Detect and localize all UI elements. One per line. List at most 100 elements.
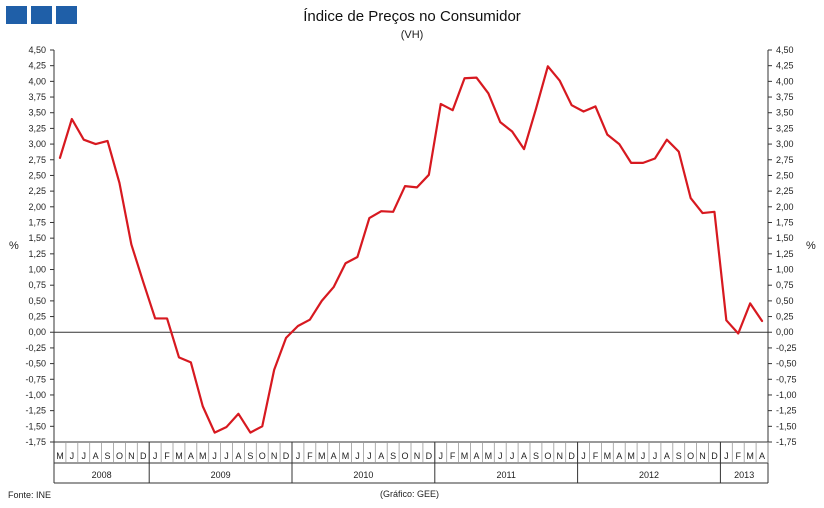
y-tick-label-left: 3,50	[28, 108, 46, 118]
y-tick-label-left: 2,00	[28, 202, 46, 212]
month-label: F	[450, 451, 456, 461]
y-tick-label-right: 3,75	[776, 92, 794, 102]
y-tick-label-right: -0,50	[776, 359, 797, 369]
y-tick-label-left: 2,75	[28, 155, 46, 165]
month-label: A	[521, 451, 527, 461]
month-label: A	[188, 451, 194, 461]
y-tick-label-right: 4,25	[776, 61, 794, 71]
month-label: J	[367, 451, 372, 461]
month-label: N	[557, 451, 564, 461]
month-label: J	[510, 451, 515, 461]
month-label: J	[70, 451, 75, 461]
y-tick-label-left: 1,00	[28, 265, 46, 275]
month-label: J	[212, 451, 217, 461]
y-tick-label-right: 1,50	[776, 233, 794, 243]
logo-block	[31, 6, 52, 24]
month-label: M	[56, 451, 64, 461]
y-tick-label-right: 4,50	[776, 45, 794, 55]
chart-subtitle: (VH)	[400, 29, 424, 41]
y-tick-label-left: -0,50	[25, 359, 46, 369]
month-label: O	[259, 451, 266, 461]
y-tick-label-right: -1,75	[776, 437, 797, 447]
y-tick-label-right: 2,50	[776, 170, 794, 180]
month-label: J	[153, 451, 158, 461]
month-label: M	[461, 451, 469, 461]
y-tick-label-right: 1,25	[776, 249, 794, 259]
month-label: N	[414, 451, 421, 461]
y-tick-label-left: -1,75	[25, 437, 46, 447]
y-tick-label-left: 4,50	[28, 45, 46, 55]
month-label: F	[593, 451, 599, 461]
y-tick-label-left: -1,25	[25, 406, 46, 416]
month-label: M	[318, 451, 326, 461]
year-label: 2010	[353, 470, 373, 480]
month-label: A	[616, 451, 622, 461]
y-tick-label-left: 4,00	[28, 76, 46, 86]
y-tick-label-right: 1,00	[776, 265, 794, 275]
y-tick-label-right: 0,25	[776, 312, 794, 322]
y-tick-label-left: 1,50	[28, 233, 46, 243]
chart-credit: (Gráfico: GEE)	[380, 489, 440, 499]
logo-block	[56, 6, 77, 24]
y-tick-label-right: 4,00	[776, 76, 794, 86]
y-tick-label-right: 3,00	[776, 139, 794, 149]
series-line	[58, 65, 764, 434]
y-tick-label-right: 0,00	[776, 327, 794, 337]
month-label: S	[676, 451, 682, 461]
month-label: S	[105, 451, 111, 461]
month-label: J	[724, 451, 729, 461]
month-label: D	[568, 451, 575, 461]
y-tick-label-left: 4,25	[28, 61, 46, 71]
y-tick-label-left: 1,75	[28, 217, 46, 227]
month-label: M	[604, 451, 612, 461]
y-tick-label-right: 2,00	[776, 202, 794, 212]
year-label: 2013	[734, 470, 754, 480]
month-label: F	[307, 451, 313, 461]
y-tick-label-right: 3,25	[776, 123, 794, 133]
month-label: M	[746, 451, 754, 461]
year-label: 2009	[211, 470, 231, 480]
y-tick-label-right: -0,25	[776, 343, 797, 353]
y-tick-label-left: 1,25	[28, 249, 46, 259]
month-label: J	[82, 451, 87, 461]
y-axis-label-right: %	[806, 240, 816, 252]
y-tick-label-right: 0,75	[776, 280, 794, 290]
chart-title: Índice de Preços no Consumidor	[303, 8, 521, 25]
month-label: J	[653, 451, 658, 461]
y-tick-label-left: 0,50	[28, 296, 46, 306]
month-label: M	[199, 451, 207, 461]
month-label: A	[759, 451, 765, 461]
month-label: D	[283, 451, 290, 461]
y-tick-label-left: -0,75	[25, 374, 46, 384]
month-label: O	[116, 451, 123, 461]
month-label: F	[736, 451, 742, 461]
month-label: N	[271, 451, 278, 461]
month-label: J	[581, 451, 586, 461]
y-tick-label-left: 0,75	[28, 280, 46, 290]
month-label: M	[627, 451, 635, 461]
y-tick-label-left: 0,25	[28, 312, 46, 322]
y-tick-label-right: 2,75	[776, 155, 794, 165]
y-tick-label-right: 0,50	[776, 296, 794, 306]
month-label: A	[473, 451, 479, 461]
year-label: 2011	[497, 470, 516, 480]
y-tick-label-right: -1,25	[776, 406, 797, 416]
y-tick-label-right: -0,75	[776, 374, 797, 384]
month-label: A	[331, 451, 337, 461]
y-tick-label-right: -1,00	[776, 390, 797, 400]
month-label: A	[93, 451, 99, 461]
month-label: O	[402, 451, 409, 461]
month-label: S	[533, 451, 539, 461]
y-tick-label-left: 2,25	[28, 186, 46, 196]
month-label: M	[485, 451, 493, 461]
month-label: A	[664, 451, 670, 461]
month-label: J	[498, 451, 503, 461]
y-tick-label-right: -1,50	[776, 421, 797, 431]
month-label: M	[342, 451, 350, 461]
month-label: J	[641, 451, 646, 461]
month-label: D	[426, 451, 433, 461]
y-tick-label-left: 0,00	[28, 327, 46, 337]
source-note: Fonte: INE	[8, 490, 52, 500]
y-axis-label-left: %	[9, 240, 19, 252]
